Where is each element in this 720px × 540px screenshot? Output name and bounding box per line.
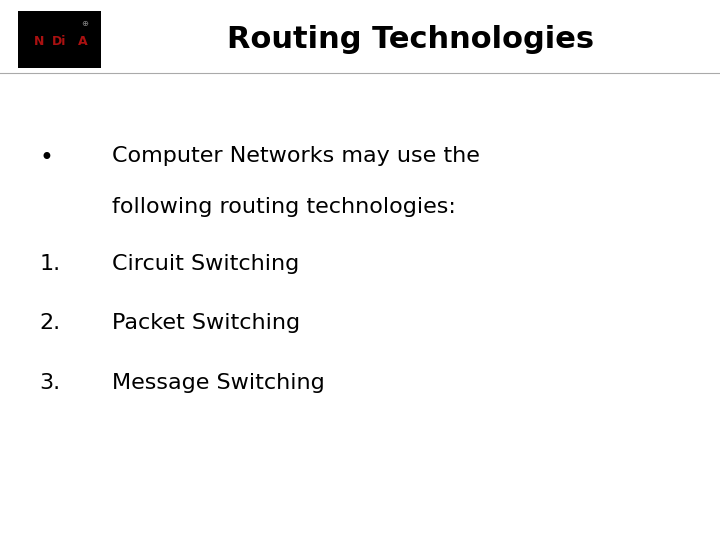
Text: ⊕: ⊕ [81, 19, 88, 28]
FancyBboxPatch shape [18, 11, 101, 68]
Text: Message Switching: Message Switching [112, 373, 324, 393]
Text: Computer Networks may use the: Computer Networks may use the [112, 146, 480, 166]
Text: Routing Technologies: Routing Technologies [227, 25, 594, 53]
Text: 1.: 1. [40, 254, 60, 274]
Text: 2.: 2. [40, 313, 60, 333]
Text: Di: Di [53, 36, 66, 49]
Text: 3.: 3. [40, 373, 60, 393]
Text: A: A [78, 36, 87, 49]
Text: following routing technologies:: following routing technologies: [112, 197, 456, 217]
Text: Packet Switching: Packet Switching [112, 313, 300, 333]
Text: N: N [34, 36, 44, 49]
Text: •: • [40, 146, 53, 170]
Text: Circuit Switching: Circuit Switching [112, 254, 299, 274]
